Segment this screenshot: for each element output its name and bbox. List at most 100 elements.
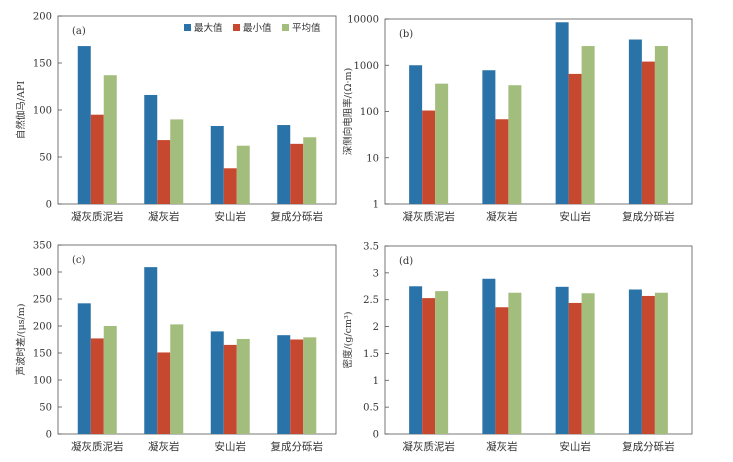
chart-d: 0 0.5 1 1.5 2 2.5 3 3.5 密度/(g/cm³) (d) 凝灰质泥岩 凝灰岩 安山岩…: [342, 242, 693, 453]
y-tick-label: 100: [33, 106, 52, 117]
y-axis-label: 声波时差/(μs/m): [15, 304, 27, 376]
bar-d-2-1: [568, 302, 582, 434]
category-label: 安山岩: [559, 210, 591, 223]
bar-a-1-1: [157, 140, 171, 204]
category-label: 凝灰岩: [148, 440, 180, 453]
y-tick-label: 200: [33, 12, 52, 23]
bar-b-3-0: [628, 39, 642, 204]
bar-d-0-2: [435, 291, 449, 434]
bar-a-0-2: [103, 75, 117, 204]
y-tick-label: 0.5: [363, 403, 379, 414]
y-tick-label: 3.5: [363, 242, 379, 253]
category-label: 凝灰质泥岩: [402, 210, 455, 223]
y-tick-label: 2.5: [363, 295, 379, 306]
category-label: 复成分砾岩: [271, 440, 324, 453]
bar-b-3-1: [641, 61, 655, 205]
category-label: 凝灰岩: [148, 210, 180, 223]
bar-c-3-1: [290, 339, 304, 434]
bar-a-1-0: [144, 94, 158, 204]
y-tick-label: 3: [373, 268, 379, 279]
y-tick-label: 250: [33, 295, 52, 306]
legend-label: 最小值: [243, 22, 272, 34]
bar-d-1-1: [495, 307, 509, 434]
bar-b-1-2: [508, 85, 522, 204]
bar-c-2-1: [223, 344, 237, 434]
panel-label: (b): [399, 29, 413, 40]
bar-c-0-2: [103, 326, 117, 434]
bar-c-0-1: [90, 338, 104, 434]
y-tick-label: 1: [373, 376, 379, 387]
y-tick-label: 350: [33, 241, 52, 252]
plot-frame: [57, 244, 337, 435]
category-label: 安山岩: [559, 440, 591, 453]
bar-a-3-1: [290, 143, 304, 204]
category-label: 复成分砾岩: [271, 210, 324, 223]
legend-label: 平均值: [292, 22, 321, 34]
bar-c-2-2: [236, 338, 250, 434]
bar-c-3-2: [303, 337, 317, 434]
bar-b-0-2: [435, 83, 449, 204]
legend-swatch: [282, 24, 289, 31]
category-label: 复成分砾岩: [622, 440, 675, 453]
category-label: 复成分砾岩: [622, 210, 675, 223]
legend-swatch: [233, 24, 240, 31]
legend-swatch: [184, 24, 191, 31]
bar-d-0-0: [409, 286, 423, 434]
category-label: 安山岩: [215, 210, 247, 223]
category-label: 凝灰岩: [486, 440, 518, 453]
chart-a: 0 50 100 150 200 自然伽马/API (a) 凝灰质泥岩 凝灰岩 安山岩 复成分砾岩 最…: [15, 12, 337, 223]
bar-d-1-2: [508, 292, 522, 434]
bar-c-0-0: [77, 303, 91, 434]
bar-b-1-0: [482, 70, 496, 204]
bar-d-0-1: [422, 298, 436, 434]
bar-d-3-1: [641, 295, 655, 434]
bar-d-1-0: [482, 278, 496, 434]
bar-d-3-2: [654, 292, 668, 434]
panel-label: (c): [72, 255, 86, 266]
category-label: 安山岩: [215, 440, 247, 453]
bar-d-2-0: [555, 286, 569, 434]
y-tick-label: 200: [33, 322, 52, 333]
bar-c-1-2: [170, 324, 184, 434]
plot-frame: [384, 245, 693, 435]
category-label: 凝灰岩: [486, 210, 518, 223]
category-label: 凝灰质泥岩: [402, 440, 455, 453]
bar-c-1-0: [144, 267, 158, 434]
bar-b-1-1: [495, 119, 509, 204]
y-tick-label: 150: [33, 349, 52, 360]
chart-b: 1 10 100 1000 10000 深侧向电阻率/(Ω·m) (b) 凝灰质泥岩 凝灰岩 安山…: [342, 15, 693, 223]
bar-c-2-0: [210, 331, 224, 434]
y-tick-label: 10: [366, 153, 379, 164]
y-tick-label: 100: [33, 376, 52, 387]
bar-b-3-2: [654, 46, 668, 205]
bar-a-2-0: [210, 125, 224, 204]
y-tick-label: 50: [39, 403, 52, 414]
y-tick-label: 50: [39, 153, 52, 164]
bar-a-3-2: [303, 137, 317, 204]
y-tick-label: 300: [33, 268, 52, 279]
bar-a-2-2: [236, 145, 250, 204]
y-axis-label: 深侧向电阻率/(Ω·m): [342, 68, 354, 156]
bar-d-3-0: [628, 289, 642, 434]
chart-c: 0 50 100 150 200 250 300 350 声波时差/(μs/m) (c) 凝灰质泥岩…: [15, 241, 337, 453]
bar-b-2-2: [581, 46, 595, 205]
y-axis-label: 密度/(g/cm³): [342, 311, 354, 368]
y-tick-label: 10000: [347, 15, 379, 26]
bar-c-3-0: [277, 335, 291, 434]
bar-d-2-2: [581, 293, 595, 434]
y-tick-label: 2: [373, 322, 379, 333]
y-tick-label: 1.5: [363, 349, 379, 360]
category-label: 凝灰质泥岩: [71, 440, 124, 453]
y-tick-label: 0: [46, 430, 52, 441]
bar-a-0-0: [77, 46, 91, 204]
bar-b-2-1: [568, 73, 582, 204]
legend: 最大值 最小值 平均值: [184, 22, 321, 34]
bar-a-3-0: [277, 125, 291, 204]
y-tick-label: 1000: [354, 61, 379, 72]
bar-a-0-1: [90, 114, 104, 204]
bar-b-0-1: [422, 110, 436, 204]
category-label: 凝灰质泥岩: [71, 210, 124, 223]
bar-b-0-0: [409, 65, 423, 204]
y-tick-label: 1: [373, 200, 379, 211]
